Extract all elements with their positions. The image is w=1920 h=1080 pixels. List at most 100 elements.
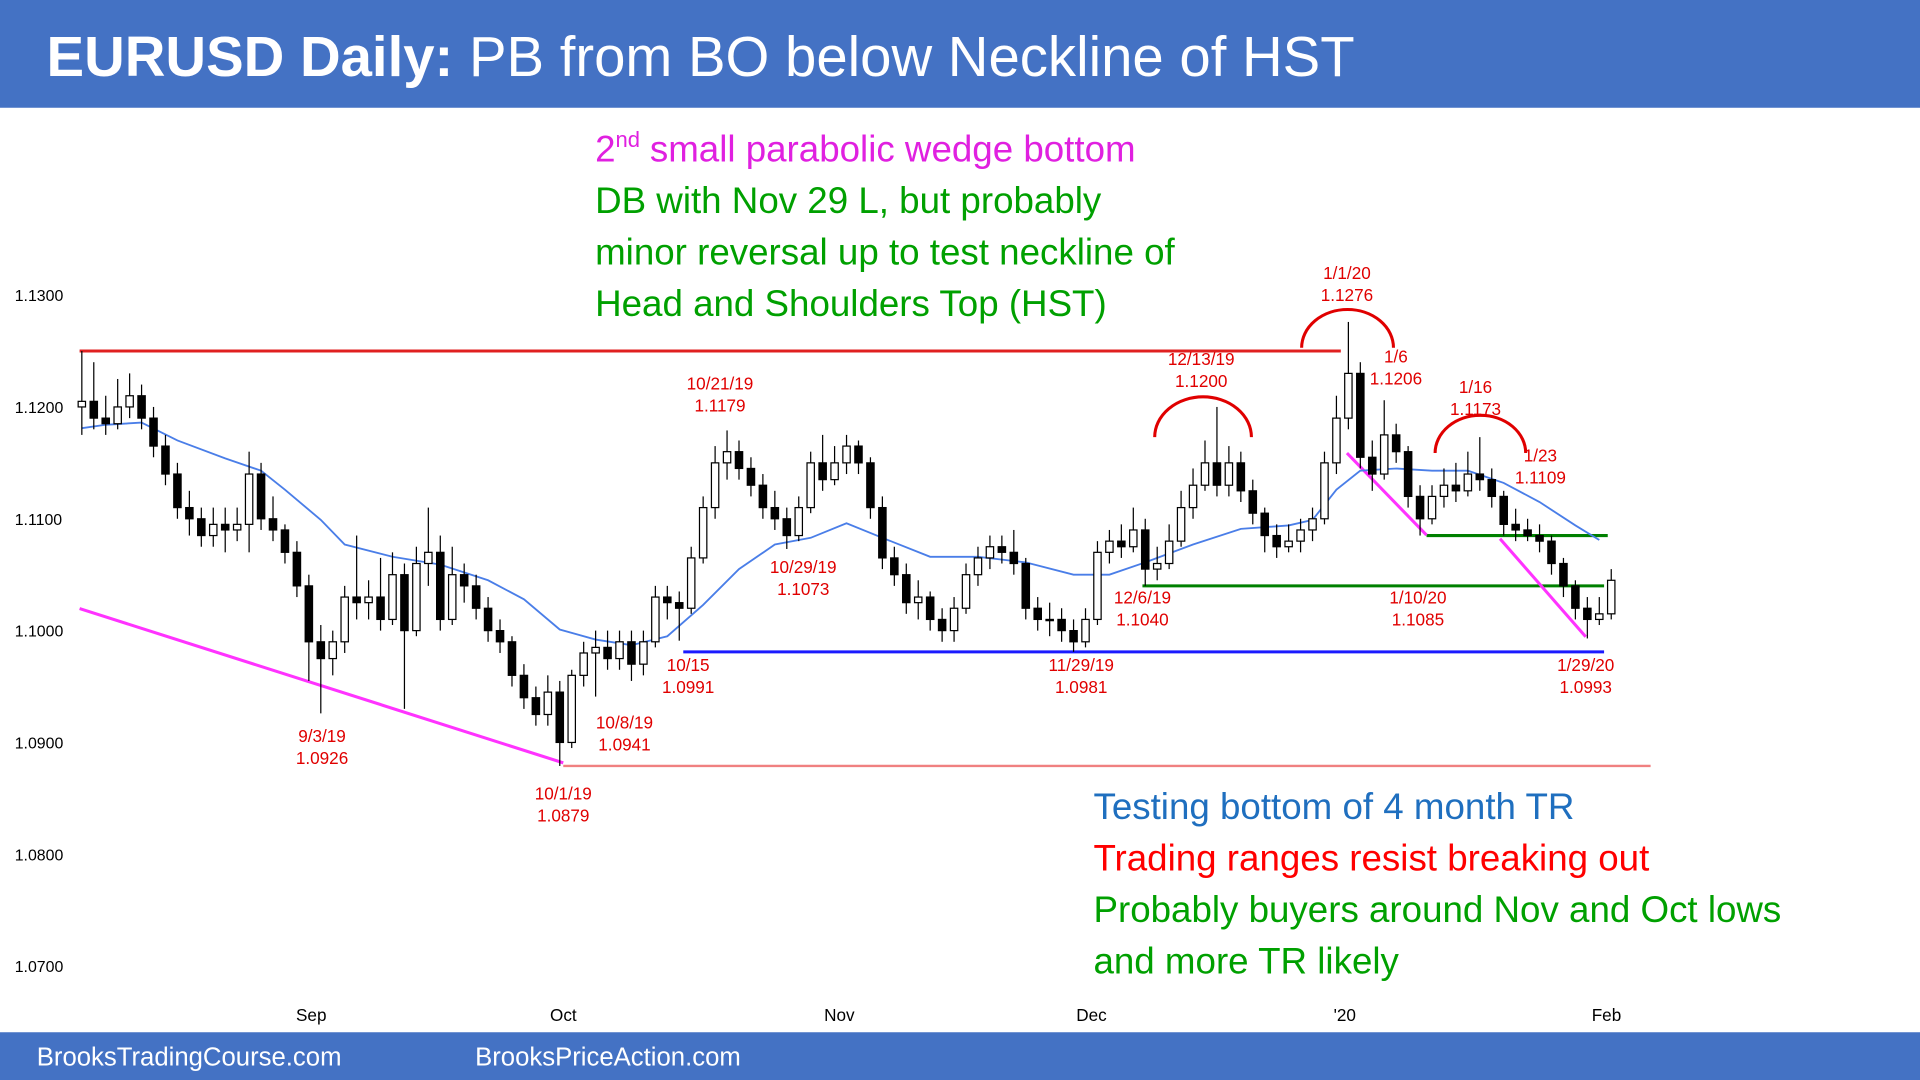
- price-label-value: 1.1085: [1392, 610, 1444, 630]
- x-tick-label: '20: [1334, 1005, 1356, 1025]
- price-label-value: 1.0941: [598, 735, 650, 755]
- candle-body: [1093, 551, 1102, 621]
- candle-body: [1344, 372, 1353, 419]
- price-label-value: 1.1250: [20, 317, 72, 337]
- price-label-date: 12/13/19: [1168, 349, 1235, 369]
- candle-body: [1403, 451, 1413, 498]
- candle-body: [1332, 417, 1341, 464]
- y-tick-label: 1.1300: [15, 288, 64, 305]
- candle-body: [268, 518, 278, 531]
- price-label-value: 1.1073: [777, 579, 829, 599]
- candle-body: [818, 462, 827, 481]
- candle-body: [615, 641, 624, 660]
- candle-body: [1547, 540, 1556, 565]
- price-label-date: 1/29/20: [1557, 655, 1614, 675]
- candle-body: [1129, 529, 1138, 548]
- price-label-value: 1.1206: [1370, 368, 1422, 388]
- candle-body: [663, 596, 672, 604]
- candle-body: [1415, 495, 1425, 520]
- candle-body: [1117, 540, 1126, 548]
- candle-body: [1260, 512, 1270, 537]
- candle-body: [1033, 607, 1042, 621]
- candle-body: [77, 400, 87, 408]
- candle-body: [543, 691, 553, 716]
- candle-body: [208, 523, 218, 537]
- candle-body: [591, 646, 600, 654]
- candle-body: [89, 400, 99, 419]
- candle-body: [185, 506, 194, 520]
- note: Head and Shoulders Top (HST): [595, 283, 1107, 324]
- candle-body: [1511, 523, 1520, 531]
- candle-body: [471, 585, 481, 609]
- price-label-value: 1.0991: [662, 677, 714, 697]
- candle-body: [878, 506, 887, 559]
- candle-body: [746, 467, 756, 486]
- candle-body: [627, 641, 636, 665]
- candle-body: [1009, 551, 1019, 565]
- candle-body: [1021, 562, 1031, 609]
- candle-body: [937, 618, 947, 632]
- note: Testing bottom of 4 month TR: [1093, 786, 1574, 827]
- candle-body: [352, 596, 361, 604]
- note: DB with Nov 29 L, but probably: [595, 180, 1102, 221]
- candle-body: [340, 596, 349, 643]
- candle-body: [1559, 562, 1568, 587]
- candle-body: [1069, 630, 1078, 643]
- footer-bar: [0, 1032, 1920, 1080]
- price-label-value: 1.0879: [537, 806, 589, 826]
- note: minor reversal up to test neckline of: [595, 231, 1175, 272]
- price-label-date: 1/10/20: [1389, 588, 1446, 608]
- candle-body: [1499, 495, 1508, 525]
- candle-body: [256, 473, 266, 520]
- candle-body: [125, 395, 134, 408]
- candle-body: [531, 697, 541, 716]
- plot: 1.0700 1.0800 1.0900 1.1000 1.1100 1.1200 1.13…: [15, 127, 1782, 1025]
- candle-body: [1272, 534, 1281, 548]
- price-label-value: 1.0981: [1055, 677, 1107, 697]
- candle-body: [1391, 434, 1401, 453]
- candle-body: [1463, 473, 1473, 492]
- y-tick-label: 1.1200: [15, 400, 64, 417]
- candle-body: [555, 691, 565, 744]
- candle-body: [1236, 462, 1246, 492]
- price-label-value: 1.0993: [1560, 677, 1612, 697]
- note: Probably buyers around Nov and Oct lows: [1093, 889, 1781, 930]
- candle-body: [459, 574, 469, 587]
- candle-body: [1105, 540, 1114, 553]
- candle-body: [1523, 529, 1532, 537]
- candle-body: [603, 646, 612, 660]
- note-suffix: nd: [616, 127, 641, 152]
- candle-body: [722, 451, 732, 464]
- candle-body: [1081, 618, 1090, 643]
- candle-body: [1212, 462, 1222, 486]
- candle-body: [149, 417, 158, 447]
- y-tick-label: 1.1100: [15, 512, 63, 529]
- header-bar: [0, 0, 1920, 108]
- candle-body: [483, 607, 493, 632]
- wedge-line: [1498, 537, 1587, 638]
- candle-body: [686, 557, 696, 609]
- candle-body: [1367, 456, 1377, 475]
- candle-body: [758, 484, 768, 509]
- price-label-date: 1/16: [1459, 377, 1492, 397]
- price-label-value: 1.1173: [1450, 399, 1501, 419]
- candle-body: [734, 451, 744, 470]
- candle-body: [830, 462, 839, 481]
- footer-link: BrooksTradingCourse.com: [37, 1043, 342, 1071]
- x-tick-label: Nov: [824, 1005, 855, 1025]
- candle-body: [794, 506, 804, 537]
- candle-body: [674, 602, 684, 609]
- candle-body: [1284, 540, 1293, 548]
- price-label-value: 1.1109: [1515, 468, 1566, 488]
- candle-body: [1224, 462, 1234, 486]
- candle-body: [1140, 529, 1150, 570]
- price-label-value: 1.1179: [694, 395, 745, 415]
- moving-average: [81, 421, 1600, 647]
- x-tick-label: Oct: [550, 1005, 577, 1025]
- candle-body: [1379, 434, 1389, 475]
- candle-body: [1176, 506, 1186, 542]
- candle-body: [304, 585, 314, 643]
- price-label-date: 12/6/19: [1114, 588, 1171, 608]
- candle-body: [447, 574, 457, 621]
